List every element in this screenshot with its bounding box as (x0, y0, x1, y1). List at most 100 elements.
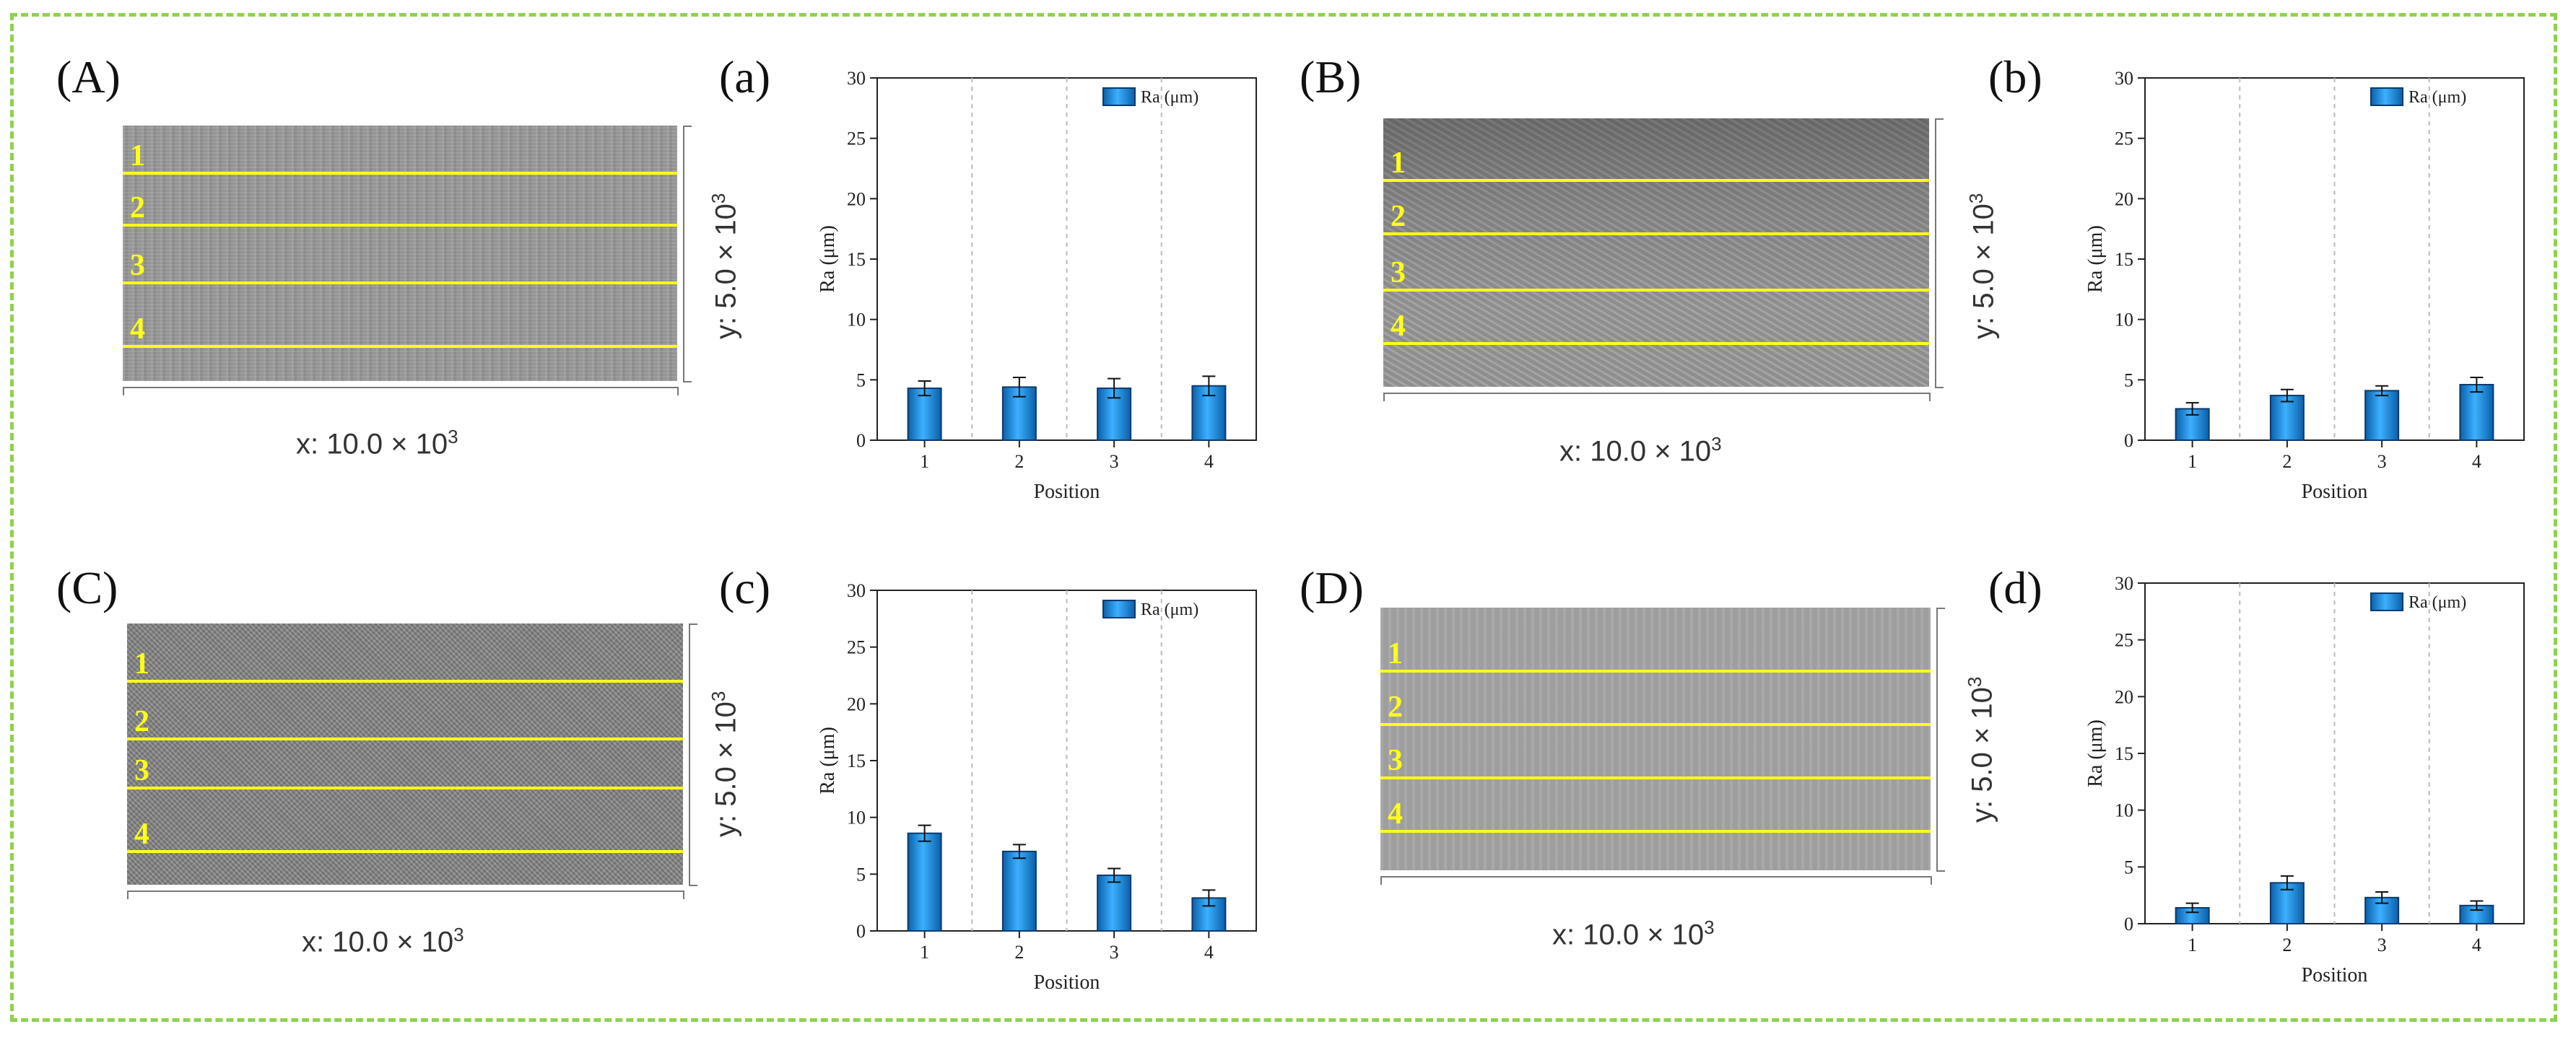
x-axis-title: Position (1034, 481, 1100, 503)
x-axis-title: Position (1034, 971, 1100, 994)
surface-texture (123, 126, 677, 381)
scan-line (1383, 289, 1929, 292)
y-tick-label: 25 (847, 637, 866, 658)
surface-profile-image: 1 2 3 4 (1380, 608, 1931, 870)
legend-label: Ra (μm) (2409, 593, 2466, 612)
x-dimension-label: x: 10.0 × 103 (1559, 433, 1722, 468)
legend-swatch (2370, 592, 2403, 611)
surface-texture (1383, 118, 1929, 387)
ra-bar-chart: 0 5 10 15 20 25 30 Ra (μm) Position 1 2 3 4 Ra (μm) (2084, 68, 2525, 503)
image-panel-letter: (D) (1300, 562, 1364, 613)
y-tick-label: 15 (847, 751, 866, 771)
y-scale-tick (689, 885, 697, 886)
y-dimension-exponent: 3 (1965, 193, 1987, 204)
y-axis-title: Ra (μm) (2084, 225, 2107, 293)
x-tick-label: 4 (2472, 451, 2481, 472)
y-tick-label: 25 (2115, 128, 2133, 149)
x-dimension-text: x: 10.0 × 10 (1552, 919, 1705, 951)
scan-line-label: 3 (134, 754, 149, 787)
legend-swatch (1102, 600, 1136, 618)
scan-line (1380, 776, 1931, 779)
y-tick-label: 25 (2115, 630, 2133, 651)
x-tick-label: 2 (2282, 935, 2292, 955)
scan-line-label: 4 (130, 312, 145, 346)
ra-bar-chart: 0 5 10 15 20 25 30 Ra (μm) Position 1 2 3 4 Ra (μm) (2084, 573, 2525, 986)
x-scale-tick (123, 387, 124, 395)
y-scale-tick (689, 623, 697, 625)
y-tick-label: 15 (2115, 249, 2133, 270)
scan-line-label: 3 (130, 249, 145, 282)
scan-line-label: 1 (134, 647, 149, 681)
x-dimension-label: x: 10.0 × 103 (296, 426, 458, 460)
ra-bar-chart: 0 5 10 15 20 25 30 Ra (μm) Position 1 2 3 4 Ra (μm) (817, 580, 1257, 994)
ra-bar (2364, 390, 2400, 442)
x-tick-label: 1 (2188, 935, 2197, 955)
y-tick-label: 5 (856, 369, 866, 390)
scan-line (1380, 830, 1931, 833)
image-panel-letter: (B) (1300, 51, 1362, 102)
x-scale-bar (1383, 393, 1929, 394)
legend-label: Ra (μm) (1141, 600, 1198, 619)
y-scale-tick (683, 126, 692, 127)
x-tick-label: 2 (1014, 942, 1024, 963)
ra-bar (1001, 850, 1037, 932)
x-dimension-label: x: 10.0 × 103 (302, 924, 464, 958)
y-tick-label: 0 (856, 430, 866, 451)
legend-label: Ra (μm) (1141, 88, 1198, 107)
surface-profile-image: 1 2 3 4 (127, 623, 683, 885)
x-tick-label: 4 (1204, 451, 1214, 472)
surface-texture (1380, 608, 1931, 870)
x-tick-label: 2 (2282, 451, 2292, 472)
ra-bar (2459, 384, 2494, 442)
x-scale-tick (677, 387, 679, 395)
y-tick-label: 5 (856, 864, 866, 885)
scan-line-label: 3 (1388, 744, 1403, 777)
y-scale-tick (1936, 870, 1945, 872)
scan-line-label: 1 (1388, 637, 1403, 670)
x-tick-label: 4 (1204, 942, 1214, 963)
scan-line (123, 281, 677, 284)
surface-profile-image: 1 2 3 4 (1383, 118, 1929, 387)
x-dimension-text: x: 10.0 × 10 (296, 428, 448, 460)
image-panel-letter: (A) (56, 51, 121, 102)
ra-bar (2269, 395, 2305, 442)
y-scale-tick (1935, 387, 1944, 388)
scan-line-label: 4 (134, 818, 149, 851)
y-tick-label: 30 (847, 580, 866, 601)
x-dimension-exponent: 3 (448, 426, 458, 447)
x-tick-label: 1 (920, 451, 929, 472)
x-dimension-text: x: 10.0 × 10 (302, 926, 454, 958)
y-tick-label: 20 (847, 188, 866, 209)
ra-bar-chart: 0 5 10 15 20 25 30 Ra (μm) Position 1 2 3 4 Ra (μm) (817, 68, 1257, 503)
x-tick-label: 2 (1014, 451, 1024, 472)
scan-line (127, 680, 683, 683)
y-tick-label: 10 (2115, 310, 2133, 331)
x-dimension-exponent: 3 (1711, 433, 1722, 455)
y-scale-bar (1936, 608, 1938, 870)
x-tick-label: 3 (1110, 942, 1119, 963)
y-tick-label: 10 (847, 310, 866, 331)
y-scale-tick (1936, 608, 1945, 609)
y-tick-label: 20 (2115, 686, 2133, 707)
scan-line-label: 2 (130, 191, 145, 224)
x-scale-tick (1380, 876, 1382, 885)
x-dimension-exponent: 3 (1704, 916, 1715, 938)
image-panel-letter: (C) (56, 562, 118, 613)
y-tick-label: 25 (847, 128, 866, 149)
x-tick-label: 4 (2472, 935, 2481, 955)
x-tick-label: 3 (2377, 935, 2387, 955)
x-tick-label: 1 (2188, 451, 2197, 472)
x-scale-tick (1931, 876, 1932, 885)
y-scale-tick (683, 381, 692, 382)
scan-line (123, 224, 677, 227)
figure-frame (10, 13, 2557, 1022)
scan-line-label: 4 (1388, 797, 1403, 831)
y-scale-bar (689, 623, 690, 885)
chart-panel-letter: (a) (719, 51, 771, 102)
y-axis-title: Ra (μm) (817, 727, 839, 795)
legend-swatch (1102, 87, 1136, 106)
ra-bar (1097, 874, 1132, 932)
legend-label: Ra (μm) (2409, 88, 2466, 107)
ra-bar (1001, 386, 1037, 441)
x-scale-bar (127, 891, 683, 892)
